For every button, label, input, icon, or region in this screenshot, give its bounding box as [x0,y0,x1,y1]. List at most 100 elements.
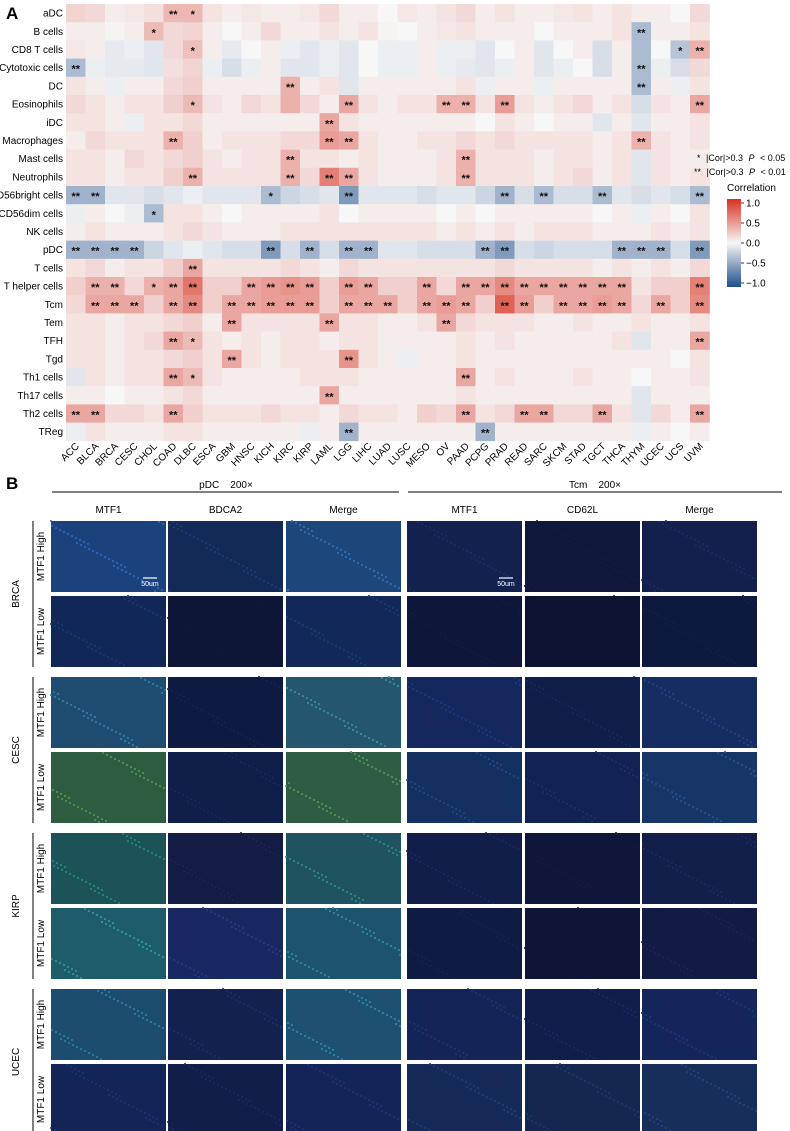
micrograph-texture [685,534,689,538]
micrograph-texture [246,1004,250,1008]
micrograph-texture [74,1072,78,1076]
micrograph-texture [419,691,423,695]
significance-mark: ** [637,27,646,39]
heatmap-cell [85,386,106,405]
heatmap-cell [339,258,359,278]
micrograph-texture [654,782,658,786]
micrograph-texture [674,863,678,867]
micrograph-texture [704,642,708,646]
micrograph-texture [625,935,629,939]
micrograph-texture [731,999,735,1003]
micrograph-texture [127,599,131,603]
significance-mark: ** [598,191,607,203]
micrograph-texture [73,705,77,709]
micrograph-texture [430,866,434,870]
micrograph-texture [574,637,578,641]
significance-mark: ** [520,282,529,294]
micrograph-texture [246,571,250,575]
micrograph-texture [589,814,593,818]
heatmap-cell [378,58,398,78]
micrograph-texture [226,820,230,824]
micrograph-texture [190,802,194,806]
heatmap-cell [85,113,106,132]
micrograph-texture [343,724,347,728]
micrograph-texture [135,745,139,749]
significance-mark: ** [695,46,704,58]
micrograph-texture [237,1098,241,1102]
micrograph-texture [749,740,753,744]
micrograph-texture [513,676,517,680]
micrograph-texture [733,1094,737,1098]
micrograph-texture [212,545,216,549]
micrograph-texture [396,613,400,617]
heatmap-cell [105,131,125,150]
heatmap-cell [553,186,574,205]
micrograph-texture [378,769,382,773]
micrograph-texture [739,1003,743,1007]
heatmap-cell [670,386,691,405]
micrograph-texture [176,527,180,531]
micrograph-texture [583,717,587,721]
micrograph-texture [409,780,413,784]
micrograph-texture [186,871,190,875]
heatmap-cell [534,149,554,169]
heatmap-cell [514,149,535,169]
micrograph-texture [340,553,344,557]
heatmap-cell [241,22,262,41]
micrograph-texture [420,1026,424,1030]
micrograph-texture [678,968,682,972]
micrograph-texture [625,1006,629,1010]
micrograph-texture [662,857,666,861]
micrograph-texture [56,621,60,625]
micrograph-texture [482,995,486,999]
micrograph-texture [457,907,461,911]
micrograph-texture [545,618,549,622]
micrograph-texture [319,971,323,975]
micrograph-texture [314,634,318,638]
micrograph-texture [376,571,380,575]
micrograph-texture [415,689,419,693]
micrograph-texture [110,1090,114,1094]
micrograph-texture [695,807,699,811]
micrograph-texture [126,736,130,740]
micrograph-texture [428,526,432,530]
heatmap-cell [475,295,496,314]
micrograph-texture [103,988,107,992]
micrograph-texture [357,896,361,900]
micrograph-texture [110,728,114,732]
micrograph-texture [630,768,634,772]
heatmap-cell [592,204,613,223]
micrograph-tint [286,989,401,1060]
micrograph-texture [580,1050,584,1054]
micrograph-texture [495,1006,499,1010]
micrograph-texture [572,542,576,546]
micrograph-texture [623,769,627,773]
heatmap-cell [651,204,671,223]
micrograph-texture [375,1102,379,1106]
micrograph-texture [170,1122,174,1126]
micrograph-texture [326,1073,330,1077]
heatmap-cell [456,113,476,132]
micrograph-texture [431,626,435,630]
heatmap-cell [85,76,106,96]
micrograph-texture [256,844,260,848]
heatmap-cell [651,22,671,41]
micrograph-texture [57,697,61,701]
micrograph-texture [312,869,316,873]
micrograph-texture [354,899,358,903]
micrograph-texture [119,737,123,741]
micrograph-texture [135,1107,139,1111]
heatmap-cell [514,58,535,78]
micrograph-texture [443,703,447,707]
micrograph-texture [221,554,225,558]
heatmap-cell [105,204,125,223]
heatmap-cell [66,76,86,96]
micrograph-texture [696,709,700,713]
micrograph-texture [727,997,731,1001]
micrograph-texture [699,880,703,884]
micrograph-texture [90,1080,94,1084]
column-header: CD62L [567,505,599,516]
micrograph-texture [644,580,648,584]
micrograph-texture [591,721,595,725]
micrograph-texture [53,695,57,699]
